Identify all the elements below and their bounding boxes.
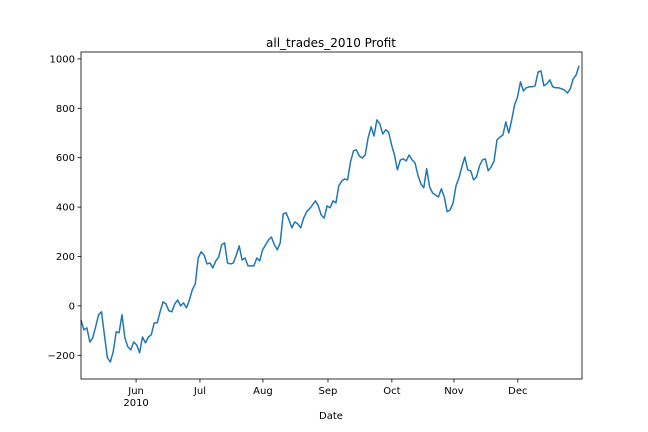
- y-tick-label: −200: [48, 351, 75, 362]
- x-tick-label: Nov: [444, 386, 464, 397]
- line: [80, 65, 580, 363]
- y-tick-label: 800: [56, 104, 75, 115]
- y-tick-label: 0: [69, 301, 75, 312]
- x-tick-label: Dec: [508, 386, 527, 397]
- y-tick-label: 600: [56, 153, 75, 164]
- x-tick-label: Jul: [193, 386, 206, 397]
- x-axis-label: Date: [319, 411, 343, 422]
- plot-frame: [80, 51, 583, 380]
- y-tick-label: 1000: [50, 54, 75, 65]
- x-year-label: 2010: [123, 398, 148, 409]
- y-tick-label: 400: [56, 203, 75, 214]
- x-tick-label: Aug: [253, 386, 273, 397]
- x-tick-label: Sep: [319, 386, 338, 397]
- x-tick-label: Oct: [383, 386, 400, 397]
- y-tick-label: 200: [56, 252, 75, 263]
- chart-title: all_trades_2010 Profit: [266, 36, 396, 50]
- x-tick-label: Jun: [127, 386, 144, 397]
